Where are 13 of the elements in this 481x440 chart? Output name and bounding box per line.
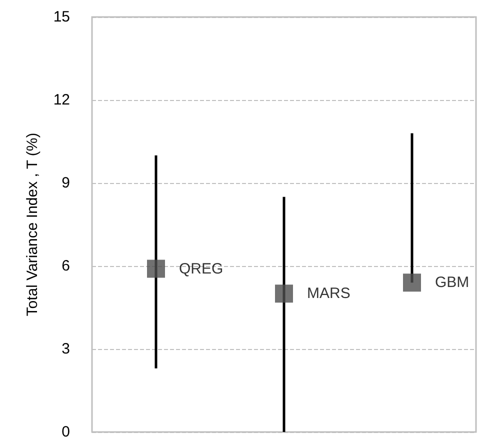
data-label: GBM	[435, 274, 470, 292]
y-tick-label: 6	[62, 258, 70, 274]
y-tick-label: 3	[62, 340, 70, 358]
y-tick-label: 9	[62, 174, 70, 192]
data-label: QREG	[179, 260, 224, 278]
y-tick-label: 15	[53, 8, 70, 26]
point	[147, 260, 165, 278]
y-tick-label: 0	[62, 424, 70, 440]
point	[403, 274, 421, 292]
data-label: MARS	[307, 285, 350, 302]
point	[275, 284, 293, 303]
y-axis-title: Total Variance Index , T (%)	[24, 132, 41, 316]
y-tick-label: 12	[53, 92, 70, 108]
